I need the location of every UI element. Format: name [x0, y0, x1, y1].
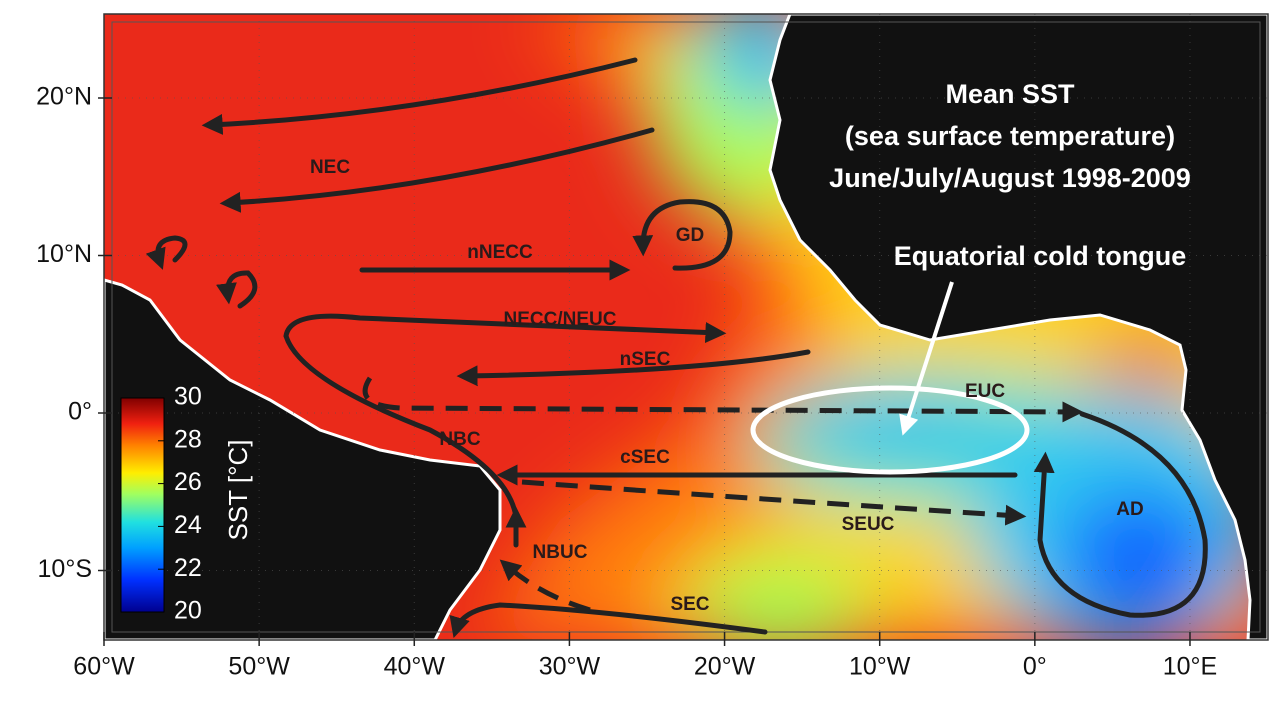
current-arrow [1033, 411, 1208, 618]
current-label: SEC [670, 594, 709, 615]
current-arrow [283, 313, 727, 515]
current-arrow [521, 479, 1027, 526]
current-label: nNECC [467, 242, 533, 263]
title: Mean SST (sea surface temperature) June/… [829, 79, 1191, 193]
current-arrow [201, 57, 638, 135]
cold-tongue-outline [750, 385, 1030, 475]
x-tick-label: 30°W [539, 653, 601, 681]
current-arrow [145, 235, 188, 270]
current-label: AD [1116, 499, 1143, 520]
x-tick-label: 10°E [1163, 653, 1217, 681]
x-tick-label: 10°W [849, 653, 911, 681]
current-arrow [216, 270, 258, 309]
x-tick-label: 20°W [694, 653, 756, 681]
colorbar-tick-label: 26 [174, 468, 202, 496]
x-tick-label: 50°W [228, 653, 290, 681]
annotation-arrow [899, 281, 954, 436]
current-arrow [219, 127, 655, 213]
colorbar-tick-label: 30 [174, 383, 202, 411]
y-tick-label: 10°S [38, 555, 92, 583]
current-label: NEC [310, 157, 350, 178]
current-label: EUC [965, 381, 1005, 402]
y-tick-label: 10°N [36, 240, 92, 268]
colorbar-tick-label: 20 [174, 597, 202, 625]
x-tick-label: 40°W [384, 653, 446, 681]
colorbar-tick-label: 24 [174, 511, 202, 539]
annotation: Equatorial cold tongue [894, 241, 1187, 271]
currents [145, 57, 1208, 639]
current-arrow [632, 199, 733, 271]
current-label: nSEC [620, 349, 671, 370]
title-line: (sea surface temperature) [845, 121, 1175, 151]
ocean [104, 14, 1268, 640]
x-tick-label: 60°W [73, 653, 135, 681]
frame-inner [111, 21, 1261, 633]
y-tick-label: 0° [68, 398, 92, 426]
current-label: GD [676, 225, 705, 246]
current-label: NECC/NEUC [504, 309, 617, 330]
x-tick-label: 0° [1023, 653, 1047, 681]
current-arrow [456, 349, 811, 387]
colorbar-tick-label: 28 [174, 425, 202, 453]
current-arrow [362, 376, 1084, 423]
colorbar-label: SST [°C] [223, 440, 253, 541]
africa [768, 14, 1268, 640]
title-line: Mean SST [945, 79, 1075, 109]
current-arrow [449, 602, 768, 639]
y-tick-label: 20°N [36, 83, 92, 111]
colorbar [120, 397, 165, 613]
colorbar-tick-label: 22 [174, 554, 202, 582]
south-america [104, 278, 502, 640]
frame [103, 13, 1269, 641]
title-line: June/July/August 1998-2009 [829, 163, 1191, 193]
current-label: SEUC [842, 514, 895, 535]
grid [104, 14, 1268, 640]
current-arrow [499, 559, 591, 613]
current-label: NBUC [533, 542, 588, 563]
current-label: NBC [439, 429, 480, 450]
current-label: cSEC [620, 447, 670, 468]
